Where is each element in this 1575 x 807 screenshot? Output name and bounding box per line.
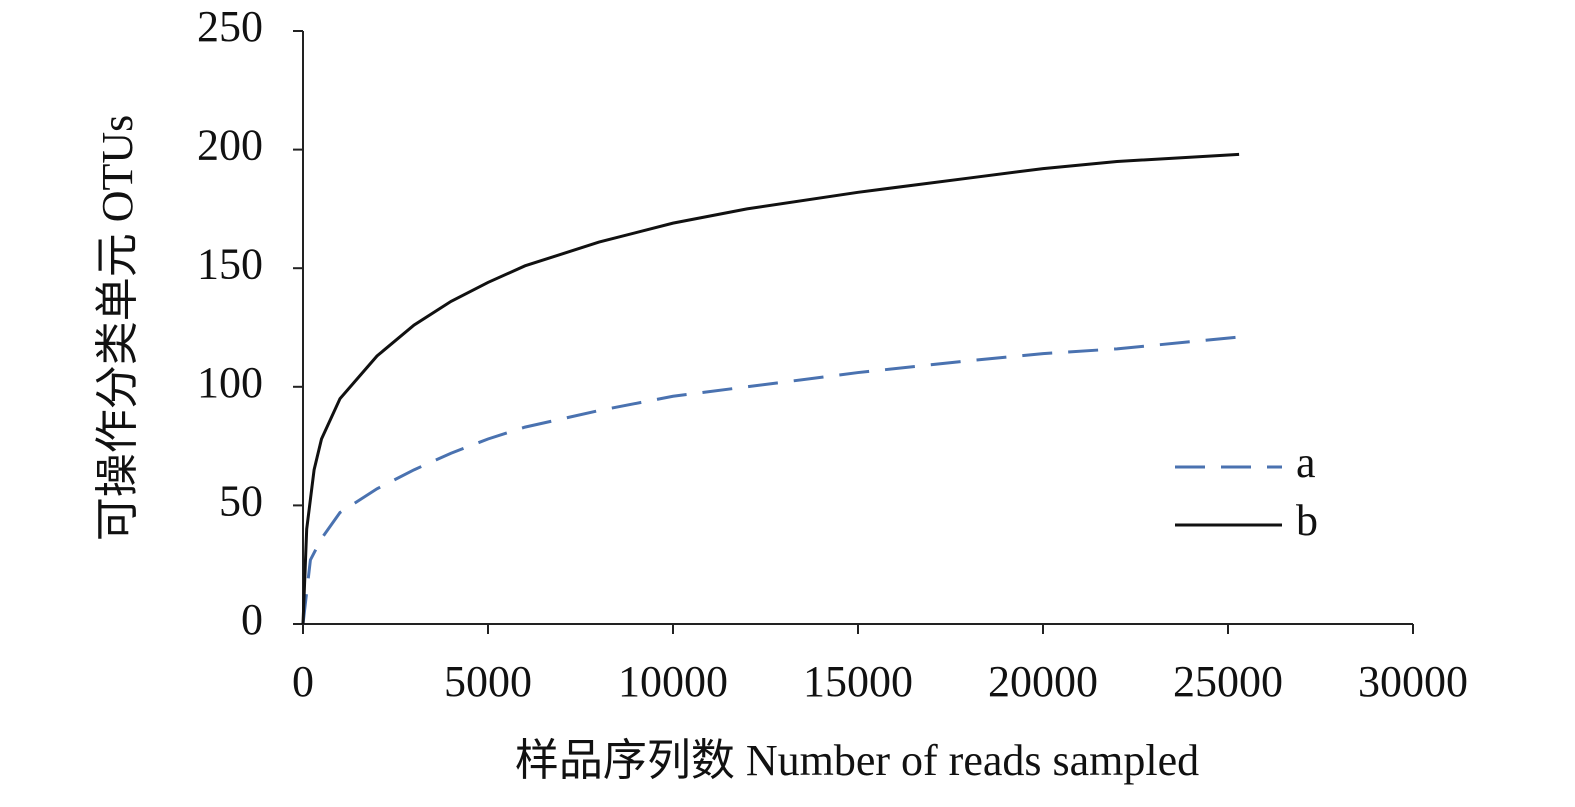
x-tick-label: 0 (292, 657, 314, 706)
legend-label: b (1296, 496, 1318, 545)
x-axis-label: 样品序列数 Number of reads sampled (515, 736, 1199, 785)
x-tick-label: 10000 (618, 657, 728, 706)
y-tick-label: 50 (219, 476, 263, 525)
y-tick-label: 150 (197, 239, 263, 288)
x-tick-label: 5000 (444, 657, 532, 706)
legend-label: a (1296, 438, 1316, 487)
y-tick-label: 0 (241, 595, 263, 644)
x-tick-label: 25000 (1173, 657, 1283, 706)
x-tick-label: 15000 (803, 657, 913, 706)
y-tick-label: 200 (197, 121, 263, 170)
series-line (301, 152, 1240, 625)
y-tick-label: 100 (197, 358, 263, 407)
y-tick-label: 250 (197, 2, 263, 51)
y-axis-label: 可操作分类单元 OTUs (93, 115, 142, 542)
x-tick-label: 30000 (1358, 657, 1468, 706)
series-line (301, 335, 1240, 625)
x-tick-label: 20000 (988, 657, 1098, 706)
